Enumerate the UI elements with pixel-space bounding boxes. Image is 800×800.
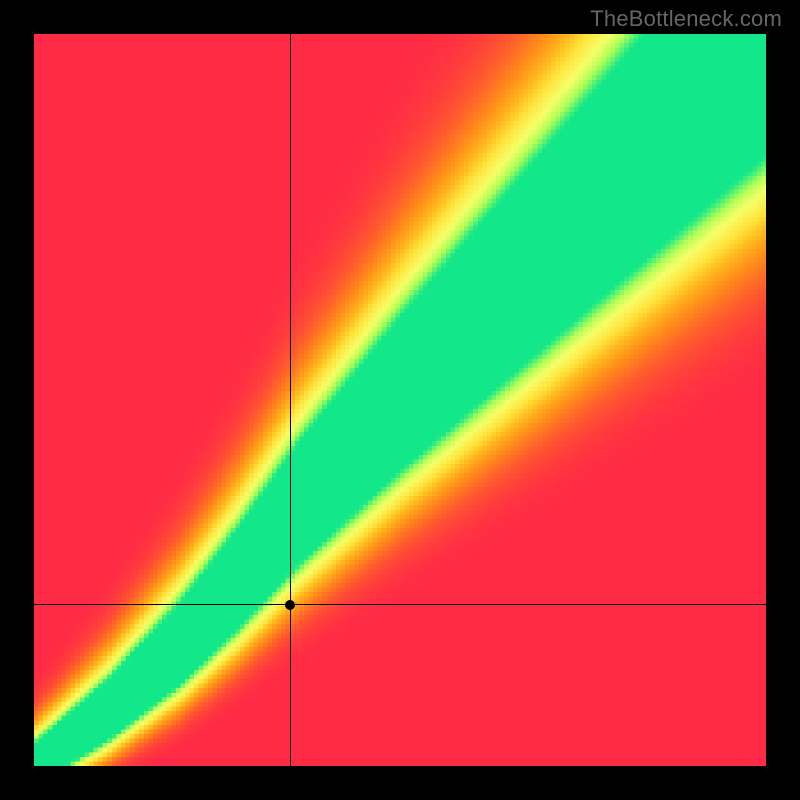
heatmap-canvas [34,34,766,766]
figure-container: TheBottleneck.com [0,0,800,800]
attribution-text: TheBottleneck.com [590,6,782,32]
heatmap-plot [34,34,766,766]
